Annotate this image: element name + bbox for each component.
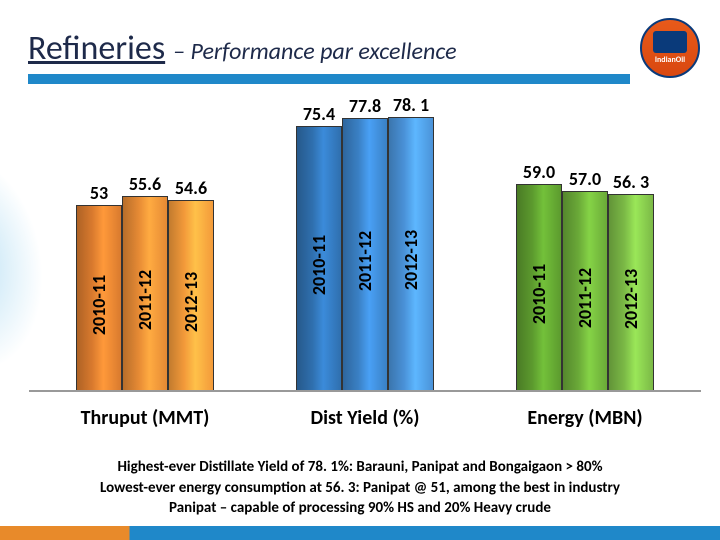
bar-period-label: 2010-11 [308, 235, 330, 295]
bar-wrap: 2012-1354.6 [168, 200, 214, 392]
chart-groups: 2010-11532011-1255.62012-1354.62010-1175… [35, 110, 695, 392]
bar-wrap: 2012-1356. 3 [608, 194, 654, 392]
chart-group: 2010-11532011-1255.62012-1354.6 [35, 110, 255, 392]
bar-wrap: 2011-1255.6 [122, 196, 168, 392]
bar-wrap: 2010-1175.4 [296, 126, 342, 392]
bar-period-label: 2010-11 [88, 274, 110, 334]
bar-value-label: 53 [90, 182, 108, 204]
footer-bar [0, 526, 720, 540]
slide: Refineries – Performance par excellence … [0, 0, 720, 540]
title: Refineries – Performance par excellence [28, 28, 457, 69]
chart-group: 2010-1175.42011-1277.82012-1378. 1 [255, 110, 475, 392]
bar-wrap: 2011-1277.8 [342, 118, 388, 392]
logo-text: IndianOil [655, 55, 685, 65]
x-axis-label: Dist Yield (%) [255, 406, 475, 430]
bar-value-label: 55.6 [129, 173, 161, 195]
bar-value-label: 75.4 [303, 103, 335, 125]
bar: 2011-1277.8 [342, 118, 388, 392]
bar-wrap: 2011-1257.0 [562, 191, 608, 392]
bar: 2010-1175.4 [296, 126, 342, 392]
bar-period-label: 2012-13 [400, 230, 422, 290]
bar: 2012-1378. 1 [388, 117, 434, 392]
bar: 2012-1354.6 [168, 200, 214, 392]
bar-period-label: 2011-12 [134, 270, 156, 330]
indianoil-logo-icon: IndianOil [640, 18, 700, 78]
bar-wrap: 2010-1159.0 [516, 184, 562, 392]
footer-line-1: Highest-ever Distillate Yield of 78. 1%:… [18, 457, 702, 477]
chart-group: 2010-1159.02011-1257.02012-1356. 3 [475, 110, 695, 392]
x-axis-label: Thruput (MMT) [35, 406, 255, 430]
bar-period-label: 2010-11 [528, 264, 550, 324]
bar-period-label: 2011-12 [354, 231, 376, 291]
bar-value-label: 57.0 [569, 168, 601, 190]
bar-period-label: 2012-13 [620, 269, 642, 329]
x-axis-label: Energy (MBN) [475, 406, 695, 430]
title-main: Refineries [28, 28, 165, 69]
x-axis-line [29, 390, 701, 392]
bar: 2010-1159.0 [516, 184, 562, 392]
bar-value-label: 77.8 [349, 95, 381, 117]
footer-line-3: Panipat – capable of processing 90% HS a… [18, 498, 702, 518]
performance-chart: 2010-11532011-1255.62012-1354.62010-1175… [35, 110, 695, 430]
logo-mark-icon [653, 31, 687, 53]
footer-text: Highest-ever Distillate Yield of 78. 1%:… [18, 457, 702, 518]
x-axis-labels: Thruput (MMT)Dist Yield (%)Energy (MBN) [35, 406, 695, 430]
title-subtitle: – Performance par excellence [173, 37, 457, 66]
bar-period-label: 2011-12 [574, 267, 596, 327]
bar-wrap: 2010-1153 [76, 205, 122, 392]
bar: 2010-1153 [76, 205, 122, 392]
header-rule [28, 74, 630, 84]
bar: 2012-1356. 3 [608, 194, 654, 392]
bar: 2011-1257.0 [562, 191, 608, 392]
bar-value-label: 78. 1 [393, 94, 429, 116]
footer-line-2: Lowest-ever energy consumption at 56. 3:… [18, 478, 702, 498]
bar-period-label: 2012-13 [180, 272, 202, 332]
bar-wrap: 2012-1378. 1 [388, 117, 434, 392]
bar-value-label: 54.6 [175, 177, 207, 199]
bar-value-label: 56. 3 [613, 171, 649, 193]
bar: 2011-1255.6 [122, 196, 168, 392]
header: Refineries – Performance par excellence … [28, 18, 700, 78]
bar-value-label: 59.0 [523, 161, 555, 183]
